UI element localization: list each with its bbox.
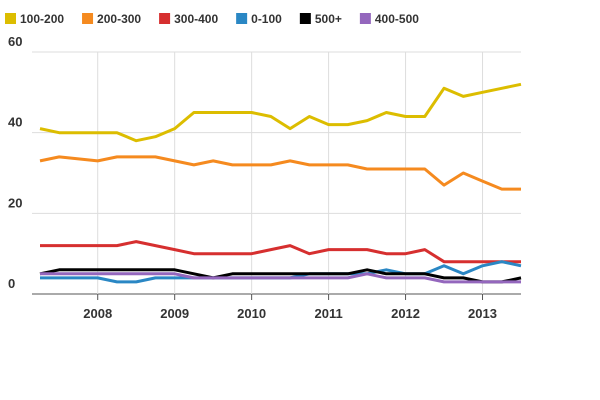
- x-tick-label: 2009: [160, 306, 189, 321]
- legend-swatch: [159, 13, 171, 24]
- series-line: [39, 268, 522, 284]
- y-tick-label: 0: [8, 276, 15, 291]
- x-tick-label: 2010: [237, 306, 266, 321]
- y-tick-label: 40: [8, 115, 22, 130]
- legend-swatch: [299, 13, 311, 24]
- x-tick-label: 2011: [314, 306, 342, 321]
- y-tick-label: 20: [8, 195, 22, 210]
- y-tick-label: 60: [8, 34, 22, 49]
- legend-swatch: [236, 13, 248, 24]
- legend-swatch: [82, 13, 94, 24]
- legend-swatch: [359, 13, 371, 24]
- legend-swatch: [5, 13, 16, 24]
- series-line: [40, 240, 521, 264]
- legend-label: 100-200: [20, 12, 64, 26]
- legend-label: 0-100: [251, 12, 282, 26]
- legend-label: 400-500: [375, 12, 419, 26]
- legend-label: 300-400: [174, 12, 218, 26]
- legend-label: 500+: [315, 12, 342, 26]
- x-tick-label: 2012: [391, 306, 420, 321]
- legend-label: 200-300: [97, 12, 141, 26]
- x-tick-label: 2013: [468, 306, 497, 321]
- x-tick-label: 2008: [83, 306, 112, 321]
- series-line: [39, 82, 522, 143]
- series-line: [40, 272, 521, 284]
- series-line: [39, 155, 521, 191]
